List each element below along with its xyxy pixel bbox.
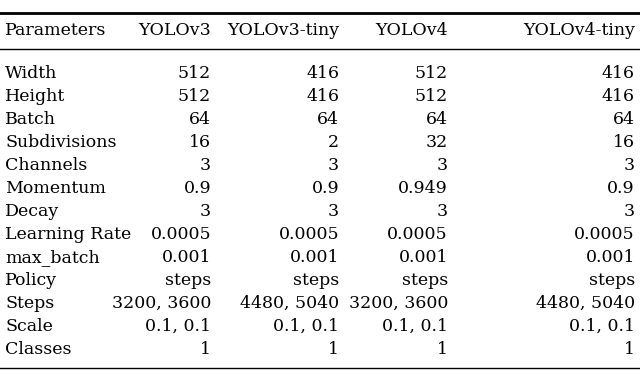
Text: 512: 512 — [178, 88, 211, 105]
Text: 3: 3 — [437, 203, 448, 220]
Text: 0.001: 0.001 — [290, 249, 339, 266]
Text: 416: 416 — [306, 65, 339, 82]
Text: 0.9: 0.9 — [312, 180, 339, 197]
Text: 0.001: 0.001 — [586, 249, 635, 266]
Text: Width: Width — [5, 65, 58, 82]
Text: 0.1, 0.1: 0.1, 0.1 — [382, 318, 448, 335]
Text: steps: steps — [293, 272, 339, 289]
Text: 16: 16 — [189, 134, 211, 151]
Text: Subdivisions: Subdivisions — [5, 134, 116, 151]
Text: 4480, 5040: 4480, 5040 — [536, 295, 635, 312]
Text: Policy: Policy — [5, 272, 57, 289]
Text: 0.001: 0.001 — [162, 249, 211, 266]
Text: max_batch: max_batch — [5, 249, 100, 266]
Text: 16: 16 — [613, 134, 635, 151]
Text: 64: 64 — [426, 111, 448, 128]
Text: steps: steps — [402, 272, 448, 289]
Text: 64: 64 — [189, 111, 211, 128]
Text: 0.0005: 0.0005 — [574, 226, 635, 243]
Text: 0.1, 0.1: 0.1, 0.1 — [569, 318, 635, 335]
Text: 2: 2 — [328, 134, 339, 151]
Text: 1: 1 — [437, 341, 448, 358]
Text: 3: 3 — [328, 157, 339, 174]
Text: YOLOv3-tiny: YOLOv3-tiny — [227, 22, 339, 39]
Text: 3: 3 — [200, 203, 211, 220]
Text: steps: steps — [589, 272, 635, 289]
Text: 0.949: 0.949 — [398, 180, 448, 197]
Text: Classes: Classes — [5, 341, 72, 358]
Text: 3: 3 — [624, 157, 635, 174]
Text: 0.9: 0.9 — [607, 180, 635, 197]
Text: 416: 416 — [602, 65, 635, 82]
Text: YOLOv3: YOLOv3 — [138, 22, 211, 39]
Text: 64: 64 — [613, 111, 635, 128]
Text: Learning Rate: Learning Rate — [5, 226, 131, 243]
Text: 64: 64 — [317, 111, 339, 128]
Text: Steps: Steps — [5, 295, 54, 312]
Text: 3: 3 — [200, 157, 211, 174]
Text: YOLOv4: YOLOv4 — [376, 22, 448, 39]
Text: Channels: Channels — [5, 157, 88, 174]
Text: 0.001: 0.001 — [399, 249, 448, 266]
Text: 512: 512 — [178, 65, 211, 82]
Text: Momentum: Momentum — [5, 180, 106, 197]
Text: 3200, 3600: 3200, 3600 — [349, 295, 448, 312]
Text: Decay: Decay — [5, 203, 60, 220]
Text: 0.0005: 0.0005 — [150, 226, 211, 243]
Text: 0.1, 0.1: 0.1, 0.1 — [145, 318, 211, 335]
Text: 512: 512 — [415, 88, 448, 105]
Text: 1: 1 — [200, 341, 211, 358]
Text: 3200, 3600: 3200, 3600 — [112, 295, 211, 312]
Text: Parameters: Parameters — [5, 22, 106, 39]
Text: 3: 3 — [328, 203, 339, 220]
Text: 0.1, 0.1: 0.1, 0.1 — [273, 318, 339, 335]
Text: 0.9: 0.9 — [184, 180, 211, 197]
Text: Height: Height — [5, 88, 65, 105]
Text: 416: 416 — [306, 88, 339, 105]
Text: YOLOv4-tiny: YOLOv4-tiny — [523, 22, 635, 39]
Text: steps: steps — [165, 272, 211, 289]
Text: Batch: Batch — [5, 111, 56, 128]
Text: 1: 1 — [328, 341, 339, 358]
Text: 416: 416 — [602, 88, 635, 105]
Text: 3: 3 — [624, 203, 635, 220]
Text: Scale: Scale — [5, 318, 53, 335]
Text: 3: 3 — [437, 157, 448, 174]
Text: 0.0005: 0.0005 — [278, 226, 339, 243]
Text: 0.0005: 0.0005 — [387, 226, 448, 243]
Text: 32: 32 — [426, 134, 448, 151]
Text: 1: 1 — [624, 341, 635, 358]
Text: 4480, 5040: 4480, 5040 — [240, 295, 339, 312]
Text: 512: 512 — [415, 65, 448, 82]
